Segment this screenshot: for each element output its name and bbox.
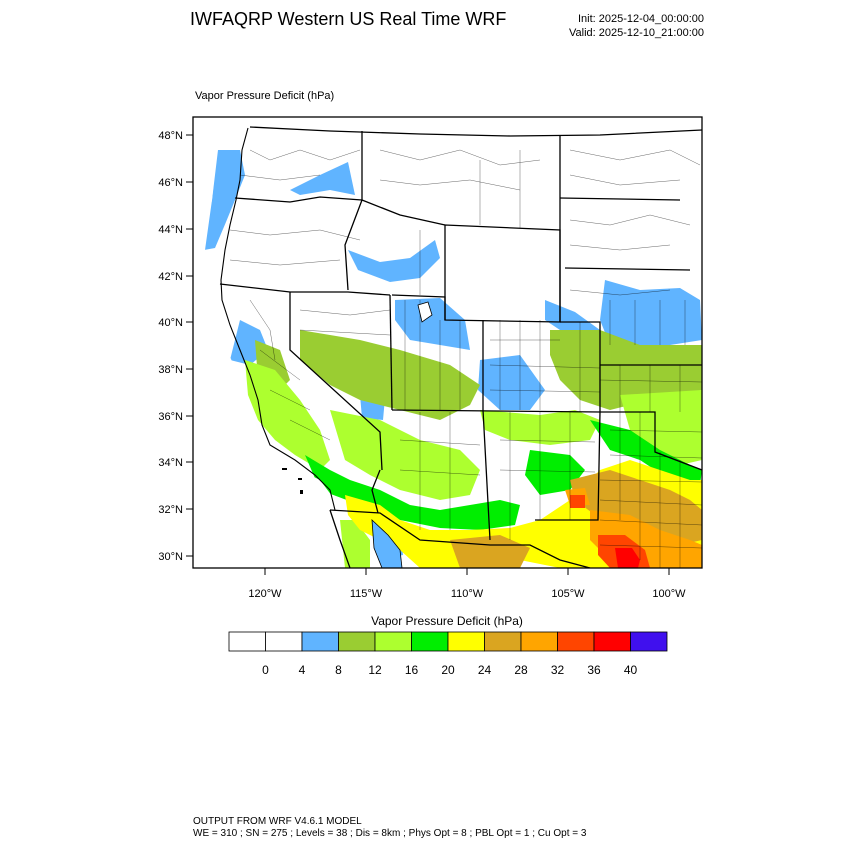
colorbar-label: 36 xyxy=(587,663,601,677)
lat-label-48: 48°N xyxy=(158,130,183,142)
lon-label-115: 115°W xyxy=(350,588,383,600)
lon-label-110: 110°W xyxy=(451,588,484,600)
colorbar-label: 32 xyxy=(551,663,565,677)
lat-label-40: 40°N xyxy=(158,317,183,329)
state-boundaries xyxy=(219,126,702,568)
field-label: Vapor Pressure Deficit (hPa) xyxy=(195,90,335,102)
colorbar-label: 28 xyxy=(514,663,528,677)
lat-label-38: 38°N xyxy=(158,364,183,376)
colorbar-label: 24 xyxy=(478,663,492,677)
colorbar-swatch xyxy=(484,631,522,652)
lat-label-42: 42°N xyxy=(158,271,183,283)
valid-time: Valid: 2025-12-10_21:00:00 xyxy=(569,27,704,39)
vpd-40-plus-region xyxy=(615,548,640,568)
channel-islands xyxy=(282,468,303,494)
colorbar-label: 20 xyxy=(441,663,455,677)
colorbar-label: 8 xyxy=(335,663,342,677)
lon-axis xyxy=(264,568,670,575)
colorbar-swatch xyxy=(593,631,631,652)
lat-label-46: 46°N xyxy=(158,177,183,189)
colorbar-labels: 0 4 8 12 16 20 24 28 32 36 40 xyxy=(262,663,637,677)
colorbar-swatch xyxy=(520,631,558,652)
colorbar-label: 16 xyxy=(405,663,419,677)
lon-tick-labels: 120°W 115°W 110°W 105°W 100°W xyxy=(248,588,686,600)
footer-model-line: OUTPUT FROM WRF V4.6.1 MODEL xyxy=(193,816,362,827)
lat-label-32: 32°N xyxy=(158,504,183,516)
coastline xyxy=(220,127,336,511)
lon-label-105: 105°W xyxy=(551,588,585,600)
colorbar-label: 0 xyxy=(262,663,269,677)
lat-tick-labels: 48°N 46°N 44°N 42°N 40°N 38°N 36°N 34°N … xyxy=(158,130,183,563)
colorbar-swatch xyxy=(447,631,485,652)
map-canvas xyxy=(193,117,702,568)
colorbar-title: Vapor Pressure Deficit (hPa) xyxy=(371,614,523,628)
colorbar-label: 40 xyxy=(624,663,638,677)
colorbar-swatch xyxy=(301,631,339,652)
colorbar-swatch xyxy=(338,631,376,652)
colorbar-swatch xyxy=(374,631,412,652)
map-frame xyxy=(192,116,703,569)
colorbar-swatch xyxy=(228,631,266,652)
colorbar-swatch xyxy=(630,631,668,652)
lat-label-30: 30°N xyxy=(158,551,183,563)
colorbar-label: 4 xyxy=(299,663,306,677)
colorbar-swatch xyxy=(265,631,303,652)
colorbar-swatch xyxy=(557,631,595,652)
colorbar xyxy=(228,631,668,652)
colorbar-swatch xyxy=(411,631,449,652)
lat-axis xyxy=(186,134,193,557)
pacific-ocean xyxy=(193,117,345,568)
lat-label-36: 36°N xyxy=(158,411,183,423)
init-time: Init: 2025-12-04_00:00:00 xyxy=(578,13,704,25)
gulf-of-california xyxy=(371,519,403,568)
lon-label-120: 120°W xyxy=(248,588,282,600)
lat-label-34: 34°N xyxy=(158,457,183,469)
page-title: IWFAQRP Western US Real Time WRF xyxy=(190,9,507,29)
lat-label-44: 44°N xyxy=(158,224,183,236)
colorbar-label: 12 xyxy=(368,663,382,677)
great-salt-lake xyxy=(417,301,433,323)
county-lines xyxy=(229,149,702,568)
lon-label-100: 100°W xyxy=(652,588,686,600)
footer-config-line: WE = 310 ; SN = 275 ; Levels = 38 ; Dis … xyxy=(193,828,587,839)
